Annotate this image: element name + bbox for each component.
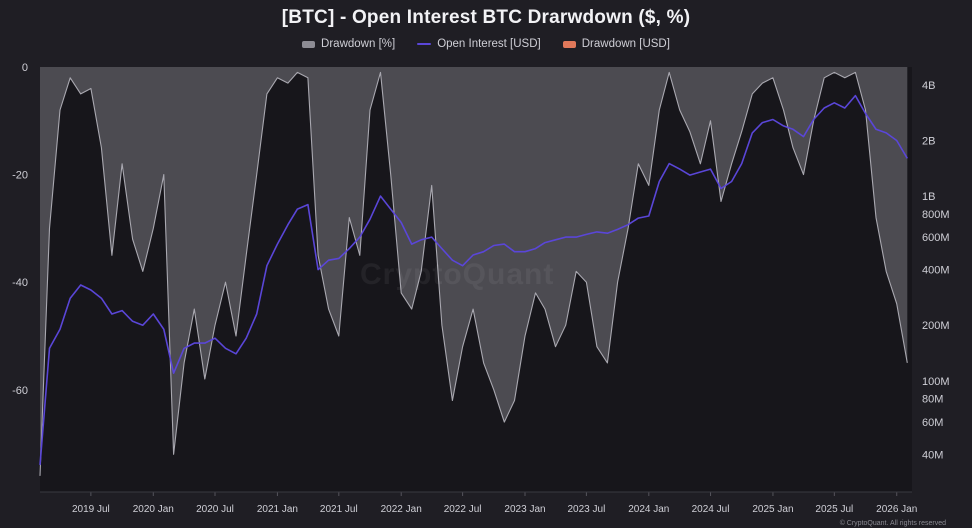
y-right-tick-label: 1B — [922, 191, 935, 203]
x-tick-label: 2021 Jul — [320, 504, 358, 515]
legend-item-drawdown-usd[interactable]: Drawdown [USD] — [562, 38, 670, 50]
chart-title: [BTC] - Open Interest BTC Drarwdown ($, … — [281, 7, 691, 28]
copyright-footer: © CryptoQuant. All rights reserved — [839, 520, 946, 527]
x-tick-label: 2021 Jan — [257, 504, 298, 515]
x-tick-label: 2022 Jul — [444, 504, 482, 515]
series-drawdown-pct-line — [39, 71, 908, 476]
y-left-tick-label: -20 — [12, 170, 28, 182]
y-right-tick-label: 400M — [922, 265, 950, 277]
y-right-tick-label: 200M — [922, 320, 950, 332]
y-right-tick-label: 60M — [922, 417, 943, 429]
x-tick-label: 2020 Jul — [196, 504, 234, 515]
legend-label-drawdown-usd: Drawdown [USD] — [581, 38, 670, 50]
legend-swatch-open-interest — [417, 43, 432, 45]
x-tick-label: 2023 Jan — [504, 504, 545, 515]
y-right-tick-label: 100M — [922, 376, 950, 388]
x-tick-label: 2025 Jul — [815, 504, 853, 515]
watermark-logo: CryptoQuant — [360, 258, 555, 291]
x-tick-label: 2026 Jan — [876, 504, 917, 515]
y-right-tick-label: 4B — [922, 80, 935, 92]
plot-background — [40, 67, 912, 492]
y-right-tick-label: 40M — [922, 449, 943, 461]
x-tick-label: 2024 Jan — [628, 504, 669, 515]
x-tick-label: 2020 Jan — [133, 504, 174, 515]
legend-swatch-drawdown-usd — [562, 40, 576, 48]
legend-label-drawdown-pct: Drawdown [%] — [321, 38, 396, 50]
x-tick-label: 2023 Jul — [567, 504, 605, 515]
x-tick-label: 2025 Jan — [752, 504, 793, 515]
y-right-tick-label: 800M — [922, 209, 950, 221]
legend-item-drawdown-pct[interactable]: Drawdown [%] — [302, 38, 395, 50]
chart-legend[interactable]: Drawdown [%] Open Interest [USD] Drawdow… — [0, 38, 972, 50]
x-tick-label: 2024 Jul — [692, 504, 730, 515]
series-open-interest-line — [39, 94, 908, 466]
y-left-tick-label: -40 — [12, 277, 28, 289]
legend-label-open-interest: Open Interest [USD] — [437, 38, 541, 50]
legend-swatch-drawdown-pct — [302, 40, 316, 48]
y-right-tick-label: 80M — [922, 394, 943, 406]
y-right-tick-label: 2B — [922, 135, 935, 147]
y-left-tick-label: 0 — [22, 62, 28, 74]
y-left-tick-label: -60 — [12, 385, 28, 397]
legend-item-open-interest[interactable]: Open Interest [USD] — [417, 38, 541, 50]
x-tick-label: 2019 Jul — [72, 504, 110, 515]
y-right-tick-label: 600M — [922, 232, 950, 244]
x-tick-label: 2022 Jan — [381, 504, 422, 515]
